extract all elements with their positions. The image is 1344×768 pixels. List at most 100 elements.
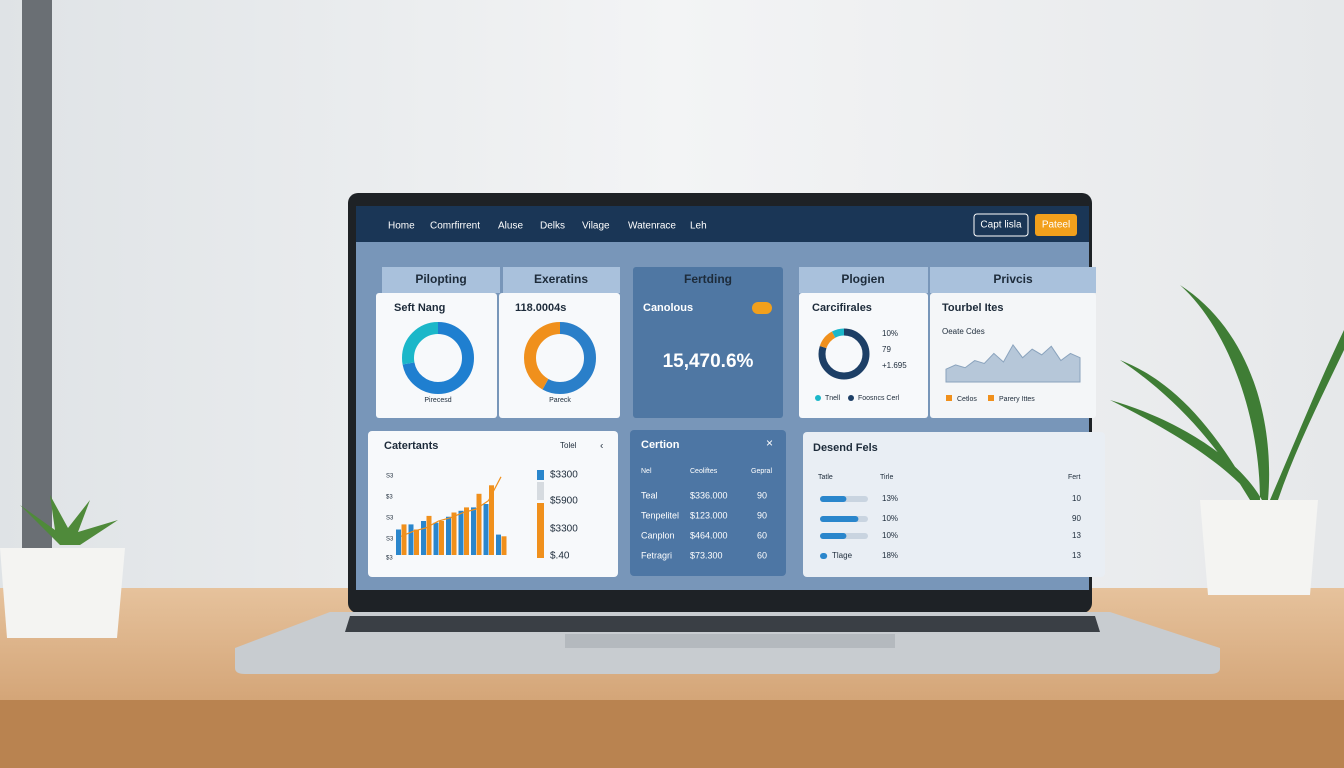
table-header: Ceoliftes (690, 468, 718, 475)
donut-segment (402, 322, 474, 394)
desk-edge (0, 700, 1344, 768)
y-tick-label: S3 (386, 474, 394, 480)
table-cell: 60 (757, 530, 767, 540)
card-tab-label: Exeratins (534, 272, 588, 286)
button-outline[interactable] (973, 213, 1029, 237)
keyboard (345, 616, 1100, 632)
plant-leaves (1110, 285, 1344, 500)
window-frame (22, 0, 52, 600)
bar (414, 529, 419, 555)
bar (396, 529, 401, 555)
card-title: Tourbel Ites (942, 302, 1004, 314)
button-label: Capt lisla (980, 220, 1022, 231)
button-label: Pateel (1042, 220, 1070, 231)
legend-bar (537, 503, 544, 558)
y-tick-label: $3 (386, 556, 393, 562)
bar (464, 507, 469, 555)
table-cell: 10% (882, 531, 898, 540)
card (499, 293, 620, 418)
bar (483, 504, 489, 555)
bar (426, 515, 432, 555)
succulent (20, 495, 118, 545)
progress-bar (820, 516, 859, 522)
pot (1200, 500, 1318, 595)
card-title: Canolous (643, 302, 693, 314)
subtitle: Oeate Cdes (942, 327, 985, 336)
card-tab (799, 267, 928, 293)
y-tick-label: S3 (386, 516, 394, 522)
card-title: Seft Nang (394, 302, 445, 314)
table-cell: $336.000 (690, 490, 728, 500)
bar (439, 521, 444, 555)
panel-title: Catertants (384, 440, 438, 452)
chevron[interactable]: ‹ (600, 441, 603, 452)
table-header: Gepral (751, 468, 772, 475)
card-title: Carcifirales (812, 302, 872, 314)
card-tab (930, 267, 1096, 293)
legend-dot (815, 395, 821, 401)
close[interactable]: × (766, 436, 773, 450)
panel (803, 432, 1105, 577)
card-tab-label: Pilopting (415, 272, 466, 286)
card-title: 118.0004s (515, 302, 566, 314)
y-tick-label: $3 (386, 495, 393, 501)
legend-label: $3300 (550, 524, 578, 535)
card-tab-label: Privcis (993, 272, 1033, 286)
bar (401, 524, 407, 555)
progress-bar (820, 533, 847, 539)
legend-label: Foosncs Cerl (858, 395, 900, 402)
table-cell: $73.300 (690, 550, 723, 560)
table-cell: 90 (1072, 514, 1081, 523)
table-cell: 13 (1072, 531, 1081, 540)
nav-item[interactable]: Aluse (498, 221, 523, 232)
bar (446, 516, 451, 555)
panel (630, 430, 786, 576)
nav-item[interactable]: Vilage (582, 221, 610, 232)
row-label: Tlage (832, 551, 853, 560)
legend-bar (537, 470, 544, 480)
progress-bar (820, 496, 847, 502)
legend-bar (537, 482, 544, 500)
legend-label: Tnell (825, 395, 841, 402)
legend-dot (848, 395, 854, 401)
legend-label: $.40 (550, 551, 570, 562)
table-cell: Canplon (641, 530, 675, 540)
caption: Pirecesd (424, 397, 451, 404)
table-header: Tirle (880, 474, 893, 481)
table-cell: Tenpelitel (641, 510, 679, 520)
toggle[interactable] (752, 302, 772, 314)
trackpad (565, 634, 895, 648)
nav-item[interactable]: Delks (540, 221, 565, 232)
menu: Tolel (560, 441, 577, 450)
legend-label: $3300 (550, 470, 578, 481)
legend-swatch (988, 395, 994, 401)
nav-item[interactable]: Watenrace (628, 221, 676, 232)
bar (476, 493, 482, 555)
nav-item[interactable]: Home (388, 221, 415, 232)
table-cell: 13 (1072, 551, 1081, 560)
bar (471, 507, 476, 555)
area (945, 343, 1081, 383)
bar (421, 521, 426, 555)
table-cell: 10 (1072, 494, 1081, 503)
table-cell: 13% (882, 494, 898, 503)
nav-item[interactable]: Leh (690, 221, 707, 232)
caption: Pareck (549, 397, 571, 404)
legend-swatch (946, 395, 952, 401)
button-primary[interactable] (1035, 214, 1077, 236)
bar (458, 510, 464, 555)
bar (496, 534, 501, 555)
nav-item[interactable]: Comrfirrent (430, 221, 480, 232)
table-cell: Fetragri (641, 550, 672, 560)
stat: 79 (882, 345, 891, 354)
y-tick-label: S3 (386, 537, 394, 543)
table-cell: 18% (882, 551, 898, 560)
legend-label: Cetlos (957, 396, 977, 403)
card-tab-label: Plogien (841, 272, 884, 286)
table-header: Tatle (818, 474, 833, 481)
card-tab (382, 267, 500, 293)
stat: +1.695 (882, 361, 907, 370)
table-cell: 90 (757, 510, 767, 520)
